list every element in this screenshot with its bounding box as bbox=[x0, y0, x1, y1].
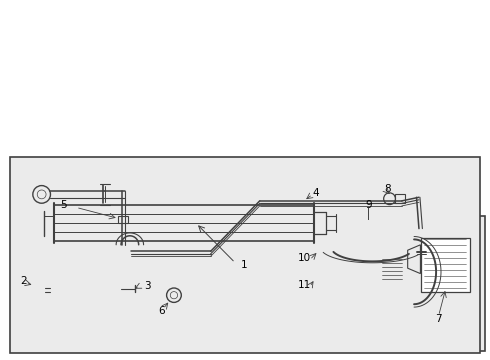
Text: 11: 11 bbox=[298, 280, 311, 291]
Text: 2: 2 bbox=[20, 276, 27, 286]
Bar bbox=[118, 216, 128, 223]
Bar bbox=[10, 157, 480, 353]
Text: 1: 1 bbox=[241, 260, 247, 270]
Text: 8: 8 bbox=[384, 184, 391, 194]
Text: 9: 9 bbox=[365, 200, 372, 210]
Bar bbox=[381, 258, 403, 279]
Text: 7: 7 bbox=[435, 314, 442, 324]
Bar bbox=[421, 238, 470, 292]
Bar bbox=[110, 282, 121, 293]
Text: 6: 6 bbox=[158, 306, 165, 316]
Bar bbox=[371, 232, 389, 241]
Text: 10: 10 bbox=[298, 253, 311, 264]
Bar bbox=[301, 216, 485, 351]
Text: 4: 4 bbox=[313, 188, 319, 198]
Bar bbox=[341, 240, 354, 255]
Bar bbox=[426, 249, 435, 256]
Text: 5: 5 bbox=[60, 200, 67, 210]
Bar bbox=[395, 194, 405, 203]
Text: 3: 3 bbox=[144, 281, 150, 291]
